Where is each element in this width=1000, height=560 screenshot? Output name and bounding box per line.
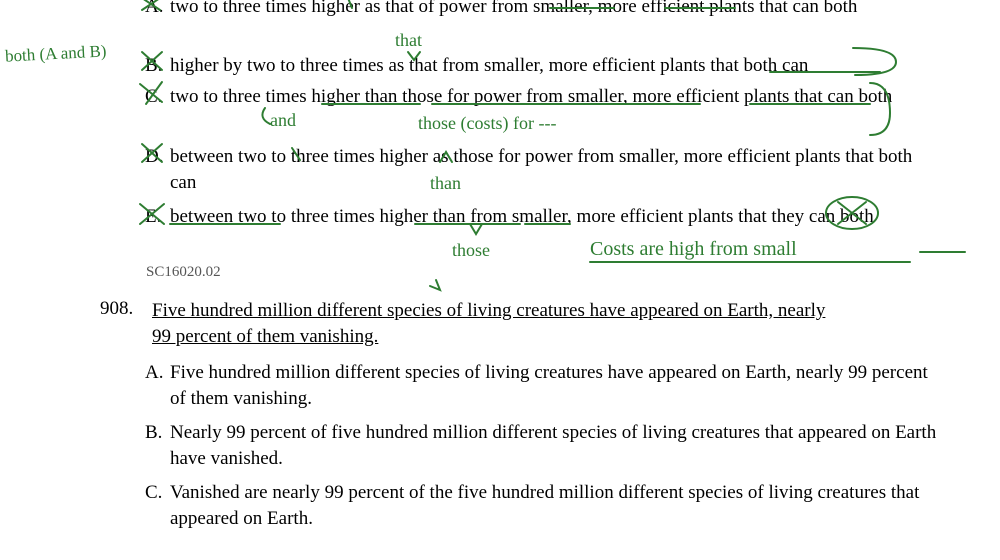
option-text: Nearly 99 percent of five hundred millio… [170, 422, 936, 469]
hand-both-ab: both (A and B) [5, 41, 107, 66]
option-letter: B. [145, 420, 162, 446]
option-text: higher by two to three times as that fro… [170, 55, 808, 76]
hand-that: that [395, 30, 422, 51]
q907-option-b: B. higher by two to three times as that … [170, 53, 940, 79]
option-text: Five hundred million different species o… [170, 362, 928, 409]
page: A. two to three times higher as that of … [0, 0, 1000, 560]
q907-option-d: D. between two to three times higher as … [170, 144, 940, 195]
q907-ref: SC16020.02 [146, 264, 221, 281]
hand-those-costs: those (costs) for --- [418, 113, 556, 134]
q908-number: 908. [100, 298, 133, 320]
option-text: two to three times higher as that of pow… [170, 0, 857, 17]
option-letter: A. [145, 360, 163, 386]
hand-costs-high: Costs are high from small [590, 238, 797, 261]
q907-option-c: C. two to three times higher than those … [170, 84, 940, 110]
option-letter: E. [145, 204, 161, 230]
option-letter: D. [145, 144, 163, 170]
hand-those2: those [452, 240, 490, 261]
q908-stem-l2: 99 percent of them vanishing. [152, 324, 942, 350]
option-letter: C. [145, 480, 162, 506]
hand-and: and [270, 110, 296, 131]
option-text: between two to three times higher than f… [170, 206, 874, 227]
option-text: two to three times higher than those for… [170, 86, 892, 107]
hand-than: than [430, 173, 461, 194]
q908-option-a: A. Five hundred million different specie… [170, 360, 940, 411]
option-text: Vanished are nearly 99 percent of the fi… [170, 482, 919, 529]
option-text: between two to three times higher as tho… [170, 146, 912, 193]
q908-option-b: B. Nearly 99 percent of five hundred mil… [170, 420, 940, 471]
q908-option-c: C. Vanished are nearly 99 percent of the… [170, 480, 940, 531]
q907-option-a: A. two to three times higher as that of … [170, 0, 940, 20]
option-letter: C. [145, 84, 162, 110]
q908-stem-l1: Five hundred million different species o… [152, 298, 942, 324]
q907-option-e: E. between two to three times higher tha… [170, 204, 940, 230]
option-letter: B. [145, 53, 162, 79]
option-letter: A. [145, 0, 163, 20]
